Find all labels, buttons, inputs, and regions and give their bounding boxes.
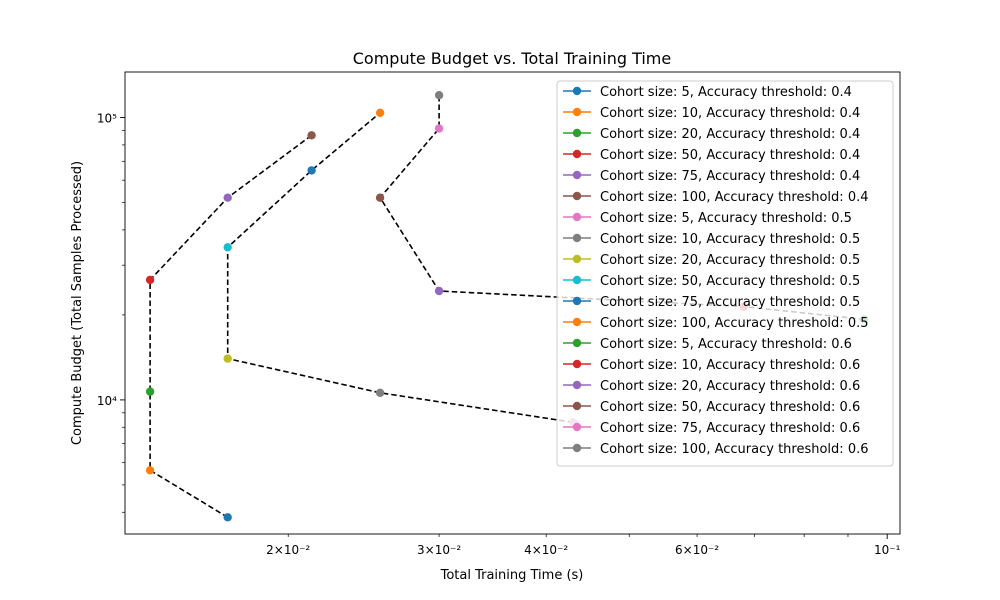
data-point-1	[223, 513, 232, 522]
legend-marker-9	[572, 254, 582, 264]
legend-box	[556, 80, 894, 467]
legend-marker-4	[572, 149, 582, 159]
connector-line-1	[149, 134, 313, 518]
data-point-10	[223, 243, 232, 252]
data-point-3	[145, 387, 155, 396]
legend-marker-13	[572, 338, 582, 348]
data-point-5	[223, 193, 232, 202]
x-major-tick-label-1: 10⁻¹	[874, 543, 901, 557]
legend-marker-10	[572, 275, 582, 285]
chart-title: Compute Budget vs. Total Training Time	[353, 49, 671, 68]
legend-label-17: Cohort size: 75, Accuracy threshold: 0.6	[600, 421, 860, 436]
x-minor-tick-label-3: 4×10⁻²	[524, 543, 568, 557]
axes-frame	[124, 71, 901, 535]
legend-marker-7	[572, 212, 582, 222]
legend-label-15: Cohort size: 20, Accuracy threshold: 0.6	[600, 379, 860, 394]
y-axis-label: Compute Budget (Total Samples Processed)	[70, 161, 85, 445]
legend-marker-17	[572, 422, 582, 432]
data-point-4	[145, 275, 155, 285]
legend-marker-11	[572, 296, 582, 306]
connector-line-2	[226, 112, 574, 424]
legend-label-3: Cohort size: 20, Accuracy threshold: 0.4	[600, 127, 860, 142]
data-point-9	[223, 354, 232, 363]
legend-marker-5	[572, 170, 582, 180]
legend-marker-6	[572, 191, 582, 201]
legend-marker-3	[572, 128, 582, 138]
plot-area: 10⁻¹ 2×10⁻² 3×10⁻² 4×10⁻² 6×10⁻² 10⁴ 10⁵	[97, 71, 901, 557]
legend-label-11: Cohort size: 75, Accuracy threshold: 0.5	[600, 295, 860, 310]
legend-marker-14	[572, 359, 582, 369]
data-point-15	[434, 286, 444, 296]
legend-marker-8	[572, 233, 582, 243]
legend-label-10: Cohort size: 50, Accuracy threshold: 0.5	[600, 274, 860, 289]
legend-label-6: Cohort size: 100, Accuracy threshold: 0.…	[600, 190, 869, 205]
legend-label-9: Cohort size: 20, Accuracy threshold: 0.5	[600, 253, 860, 268]
legend-label-1: Cohort size: 5, Accuracy threshold: 0.4	[600, 85, 852, 100]
data-point-2	[145, 466, 155, 475]
x-axis-label: Total Training Time (s)	[440, 568, 584, 583]
legend-marker-16	[572, 401, 582, 411]
legend-label-7: Cohort size: 5, Accuracy threshold: 0.5	[600, 211, 852, 226]
legend-marker-1	[572, 86, 582, 96]
legend-label-8: Cohort size: 10, Accuracy threshold: 0.5	[600, 232, 860, 247]
data-point-16	[375, 193, 385, 202]
y-major-tick-label-2: 10⁵	[97, 112, 117, 126]
legend: Cohort size: 5, Accuracy threshold: 0.4 C…	[556, 80, 894, 467]
legend-label-13: Cohort size: 5, Accuracy threshold: 0.6	[600, 337, 852, 352]
data-point-18	[375, 388, 385, 397]
legend-marker-15	[572, 380, 582, 390]
x-minor-tick-label-2: 3×10⁻²	[417, 543, 461, 557]
connector-line-3	[379, 95, 865, 321]
legend-label-14: Cohort size: 10, Accuracy threshold: 0.6	[600, 358, 860, 373]
legend-label-4: Cohort size: 50, Accuracy threshold: 0.4	[600, 148, 860, 163]
legend-label-5: Cohort size: 75, Accuracy threshold: 0.4	[600, 169, 860, 184]
legend-label-2: Cohort size: 10, Accuracy threshold: 0.4	[600, 106, 860, 121]
x-minor-tick-label-1: 2×10⁻²	[266, 543, 310, 557]
data-point-8	[434, 91, 444, 100]
data-point-7	[434, 124, 444, 133]
legend-marker-18	[572, 443, 582, 453]
legend-marker-12	[572, 317, 582, 327]
data-point-12	[375, 108, 385, 118]
legend-label-12: Cohort size: 100, Accuracy threshold: 0.…	[600, 316, 869, 331]
legend-label-18: Cohort size: 100, Accuracy threshold: 0.…	[600, 442, 869, 457]
legend-marker-2	[572, 107, 582, 117]
y-major-tick-label-1: 10⁴	[97, 394, 117, 408]
x-minor-tick-label-4: 6×10⁻²	[675, 543, 719, 557]
data-point-6	[307, 131, 316, 140]
data-point-11	[307, 166, 316, 175]
legend-label-16: Cohort size: 50, Accuracy threshold: 0.6	[600, 400, 860, 415]
